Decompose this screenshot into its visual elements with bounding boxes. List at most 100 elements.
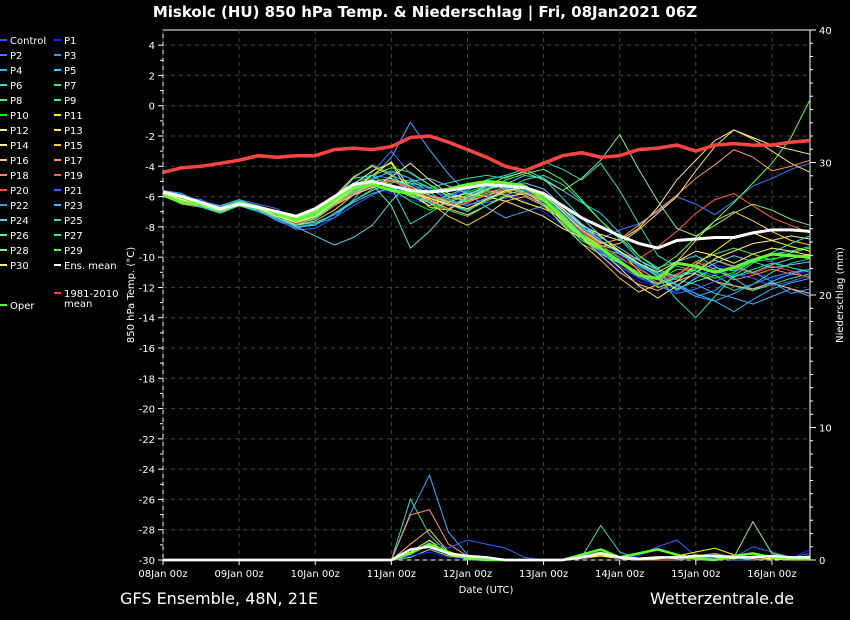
y2-axis-label: Niederschlag (mm) [835,247,846,343]
legend-label: P18 [10,171,29,182]
legend-label: P15 [64,141,83,152]
legend-entry: Ens. mean [54,261,117,272]
legend-label: P8 [10,96,22,107]
legend-label: P17 [64,156,83,167]
legend-entry: P18 [0,171,29,182]
legend-label: P12 [10,126,29,137]
legend-entry: P8 [0,96,22,107]
y-axis-label: 850 hPa Temp. (°C) [126,247,137,343]
chart-title: Miskolc (HU) 850 hPa Temp. & Niederschla… [152,3,698,21]
y-tick-label: -24 [139,465,155,476]
temp-line-ens-mean [162,179,811,250]
y-tick-label: -10 [139,253,155,264]
temp-line-p26 [162,183,811,285]
legend-entry: P26 [0,231,29,242]
date-axis: 08Jan 00z 09Jan 00z 10Jan 00z 11Jan 00z 12Ja… [138,560,797,580]
legend-entry: P4 [0,66,22,77]
legend-label: P21 [64,186,83,197]
legend-label-line2: mean [64,299,92,310]
y2-tick-label: 30 [819,159,832,170]
temp-line-p30 [162,182,811,273]
legend-entry: P20 [0,186,29,197]
plot-background [162,29,811,561]
y-tick-label: 2 [149,71,155,82]
y-tick-label: -22 [139,435,155,446]
legend-label: P16 [10,156,29,167]
legend-entry: P5 [54,66,76,77]
legend-entry: P23 [54,201,83,212]
legend-label: P11 [64,111,83,122]
precip-line-ens-mean [163,545,810,562]
legend-label: P22 [10,201,29,212]
x-tick-label: 08Jan 00z [138,569,187,580]
legend-entry: P7 [54,81,76,92]
temperature-axis: 4 2 0 -2 -4 -6 -8 -10 -12 -14 -16 -18 -20 -22 -24 -26 -2… [139,41,163,567]
legend-label: P29 [64,246,83,257]
y-tick-label: -16 [139,344,155,355]
x-tick-label: 11Jan 00z [367,569,416,580]
y-tick-label: -2 [145,132,155,143]
legend-entry: P11 [54,111,83,122]
x-axis-label: Date (UTC) [459,585,514,596]
y-tick-label: -12 [139,283,155,294]
legend-entry: P13 [54,126,83,137]
legend-label: P4 [10,66,22,77]
legend-label: P20 [10,186,29,197]
y-tick-label: 4 [149,41,155,52]
legend-label: P23 [64,201,83,212]
legend-entry: P19 [54,171,83,182]
legend-label: P25 [64,216,83,227]
legend-label: Control [10,36,46,47]
legend-label: P26 [10,231,29,242]
legend-entry: P24 [0,216,29,227]
legend-label: P7 [64,81,76,92]
legend: Control P1 P2 P3 P4 P5 P6 P7 P8 P9 P10 P11 P12 P13 P14… [0,36,119,312]
legend-label: Ens. mean [64,261,117,272]
x-tick-label: 14Jan 00z [595,569,644,580]
legend-label: P27 [64,231,83,242]
legend-label: 1981-2010 [64,289,119,300]
x-tick-label: 09Jan 00z [214,569,263,580]
legend-entry: P1 [54,36,76,47]
legend-label: P5 [64,66,76,77]
legend-entry: P15 [54,141,83,152]
x-tick-label: 16Jan 00z [747,569,796,580]
legend-entry: P9 [54,96,76,107]
y-tick-label: -30 [139,556,155,567]
temp-line-climate-mean [162,134,811,175]
legend-label: P14 [10,141,29,152]
temp-line-p2 [162,150,811,240]
legend-entry: P2 [0,51,22,62]
precip-axis: 40 30 20 10 0 [810,26,832,567]
legend-label: P1 [64,36,76,47]
legend-label: P9 [64,96,76,107]
y-tick-label: -26 [139,495,155,506]
y-tick-label: -6 [145,193,155,204]
legend-entry: P29 [54,246,83,257]
y-tick-label: -18 [139,374,155,385]
y-tick-label: 0 [149,102,155,113]
y-tick-label: -4 [145,162,155,173]
x-tick-label: 13Jan 00z [519,569,568,580]
y2-tick-label: 40 [819,26,832,37]
legend-label: P28 [10,246,29,257]
x-tick-label: 10Jan 00z [291,569,340,580]
legend-entry: P6 [0,81,22,92]
legend-entry: P16 [0,156,29,167]
legend-entry: P30 [0,261,29,272]
legend-label: P24 [10,216,29,227]
legend-label: P6 [10,81,22,92]
legend-label: P30 [10,261,29,272]
legend-entry: P28 [0,246,29,257]
legend-label: P3 [64,51,76,62]
y2-tick-label: 20 [819,291,832,302]
y-tick-label: -28 [139,526,155,537]
legend-entry: Oper [0,301,35,312]
legend-entry: P25 [54,216,83,227]
source-credit: Wetterzentrale.de [650,589,795,608]
temperature-series [162,99,811,319]
y-tick-label: -8 [145,223,155,234]
y2-tick-label: 0 [819,556,825,567]
x-tick-label: 15Jan 00z [671,569,720,580]
